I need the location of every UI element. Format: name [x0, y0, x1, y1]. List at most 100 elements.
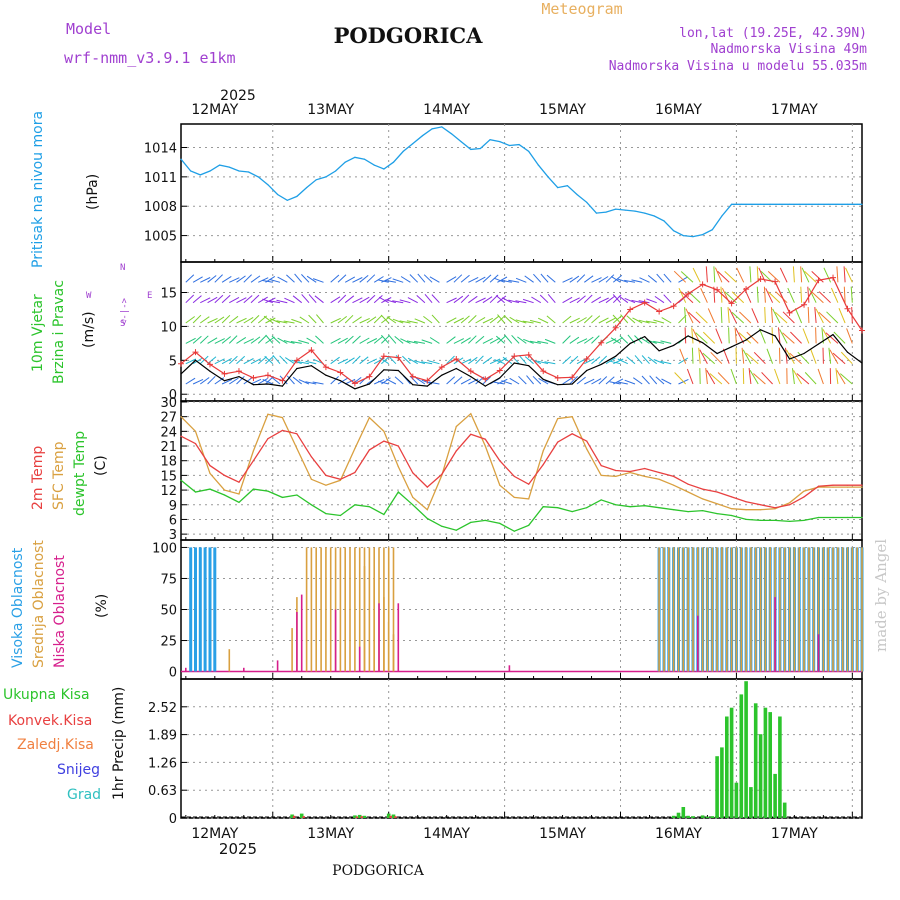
- temp2m-series-point: [586, 440, 588, 442]
- wind-arrow: [609, 381, 621, 385]
- wind-arrow: [508, 279, 520, 283]
- wind-arrow: [250, 275, 261, 283]
- wind-arrow: [797, 351, 810, 365]
- wind-arrow: [381, 355, 390, 365]
- gust-marker: [192, 349, 199, 356]
- pressure-unit: (hPa): [85, 174, 101, 210]
- wind-arrow: [639, 277, 650, 283]
- temp2m-series-point: [397, 445, 399, 447]
- wind-arrow: [584, 358, 595, 365]
- pressure-series-point: [595, 212, 598, 214]
- wind-arrow: [801, 267, 810, 283]
- wind-arrow: [301, 274, 310, 283]
- wind-arrow: [400, 338, 411, 344]
- wind-arrow: [258, 277, 269, 283]
- pressure-series-point: [547, 176, 549, 178]
- wind-arrow: [400, 276, 411, 283]
- sfc-temp-series-point: [267, 413, 269, 415]
- cloud-bar-mid: [726, 547, 728, 672]
- wind-speed-series-point: [629, 342, 631, 344]
- wind-arrow: [292, 295, 303, 304]
- sfc-temp-series-point: [557, 418, 559, 420]
- cloud-bar-mid: [334, 547, 337, 672]
- wind-arrow: [700, 287, 708, 303]
- dewpt-series-point: [238, 501, 240, 503]
- bottom-title: PODGORICA: [332, 863, 425, 879]
- pressure-series-point: [277, 193, 279, 196]
- temp2m-series-point: [180, 435, 182, 437]
- temp2m-series-point: [426, 486, 428, 488]
- wind-arrow: [735, 328, 745, 344]
- wind-arrow: [257, 335, 267, 344]
- gust-marker: [627, 306, 634, 313]
- wind-speed-series-point: [339, 380, 341, 382]
- wind-arrow: [679, 348, 687, 364]
- wind-arrow: [539, 294, 549, 304]
- cloud-bar-mid: [325, 547, 327, 672]
- y-tick-label: 25: [160, 635, 177, 650]
- gust-marker: [583, 355, 590, 362]
- gust-marker: [699, 281, 706, 288]
- wind-arrow: [475, 297, 486, 304]
- wind-arrow: [308, 294, 317, 304]
- temp2m-series-point: [571, 433, 573, 435]
- temp2m-series-point: [789, 504, 791, 506]
- wind-arrow: [618, 295, 629, 304]
- temp2m-series-point: [194, 443, 197, 445]
- cloud-bar-mid: [788, 547, 791, 672]
- wind-arrow: [647, 275, 658, 283]
- model-name: wrf-nmm_v3.9.1 e1km: [64, 49, 236, 67]
- wind-arrow: [377, 380, 389, 385]
- wind-arrow: [591, 277, 602, 283]
- wind-arrow: [446, 355, 455, 365]
- gust-marker: [685, 290, 692, 297]
- wind-arrow: [344, 295, 355, 304]
- wind-arrow: [200, 277, 211, 283]
- wind-arrow: [772, 308, 781, 324]
- wind-arrow: [817, 368, 824, 385]
- gust-marker: [540, 368, 547, 375]
- wind-arrow: [330, 356, 340, 365]
- wind-arrow: [562, 356, 572, 365]
- y-tick-label: 0: [169, 666, 177, 681]
- wind-arrow: [399, 320, 411, 324]
- lonlat-text: lon,lat (19.25E, 42.39N): [679, 26, 867, 41]
- wind-arrow: [793, 370, 803, 385]
- wind-arrow: [569, 317, 580, 324]
- wind-speed-series-point: [426, 385, 428, 387]
- temp2m-series-point: [354, 471, 356, 474]
- wind-arrow: [228, 355, 238, 365]
- sfc-temp-series-point: [716, 503, 718, 505]
- wind-arrow: [460, 315, 470, 324]
- dewpt-series-point: [600, 499, 602, 501]
- compass-n: N: [120, 263, 125, 273]
- wind-arrow: [373, 314, 383, 324]
- temp2m-series-point: [267, 438, 269, 440]
- cloud-bar-mid: [373, 578, 375, 672]
- precip-bar-total: [386, 813, 391, 818]
- sfc-temp-series-point: [470, 413, 472, 415]
- gust-marker: [308, 347, 315, 354]
- temp2m-series-point: [455, 450, 457, 452]
- wind-arrow: [366, 274, 376, 283]
- wind-arrow: [431, 294, 440, 304]
- cloud-bar-mid: [228, 649, 231, 672]
- gust-marker: [496, 367, 503, 374]
- wind-arrow: [207, 296, 218, 304]
- bottom-day-labels: 12MAY 13MAY 14MAY 15MAY 16MAY 17MAY: [191, 826, 818, 842]
- wind-arrow: [717, 270, 730, 283]
- temp2m-series-point: [281, 429, 283, 431]
- cloud-bar-mid: [682, 547, 685, 672]
- top-day-label: 16MAY: [655, 102, 702, 118]
- wind-arrow: [482, 337, 493, 344]
- wind-arrow: [631, 299, 643, 304]
- wind-arrow: [337, 358, 349, 365]
- gust-marker: [264, 372, 271, 379]
- wind-arrow: [605, 317, 617, 324]
- wind-arrow: [584, 336, 594, 344]
- gust-marker: [859, 327, 865, 334]
- wind-arrow: [373, 336, 384, 344]
- temp2m-series-point: [238, 481, 240, 483]
- wind-arrow: [468, 315, 477, 324]
